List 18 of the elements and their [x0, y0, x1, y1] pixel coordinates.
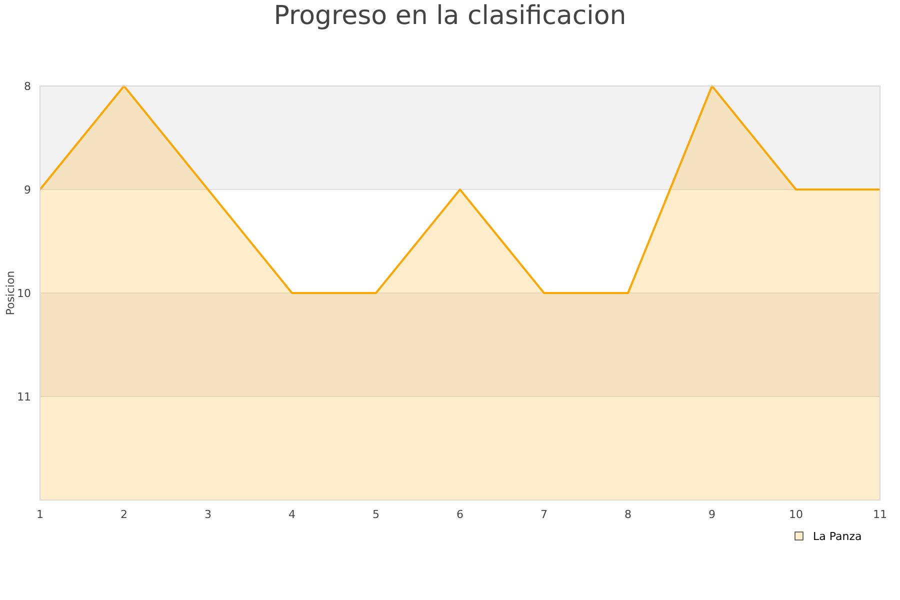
x-tick-label: 2 — [120, 508, 128, 521]
x-tick-label: 9 — [708, 508, 716, 521]
y-tick-label: 9 — [24, 183, 31, 196]
y-tick-label: 11 — [17, 390, 31, 404]
x-tick-label: 4 — [288, 508, 296, 521]
x-tick-label: 10 — [789, 508, 803, 521]
y-tick-label: 8 — [24, 80, 31, 93]
x-tick-label: 5 — [372, 508, 380, 521]
x-tick-label: 6 — [456, 508, 464, 521]
chart-title: Progreso en la clasificacion — [274, 1, 626, 31]
x-tick-label: 1 — [36, 508, 44, 521]
x-tick-label: 7 — [540, 508, 548, 521]
legend-label: La Panza — [813, 530, 862, 543]
x-tick-label: 8 — [624, 508, 632, 521]
y-tick-label: 10 — [17, 286, 31, 300]
y-axis-title: Posicion — [4, 270, 17, 316]
x-tick-label: 3 — [204, 508, 212, 521]
x-tick-label: 11 — [873, 508, 887, 521]
